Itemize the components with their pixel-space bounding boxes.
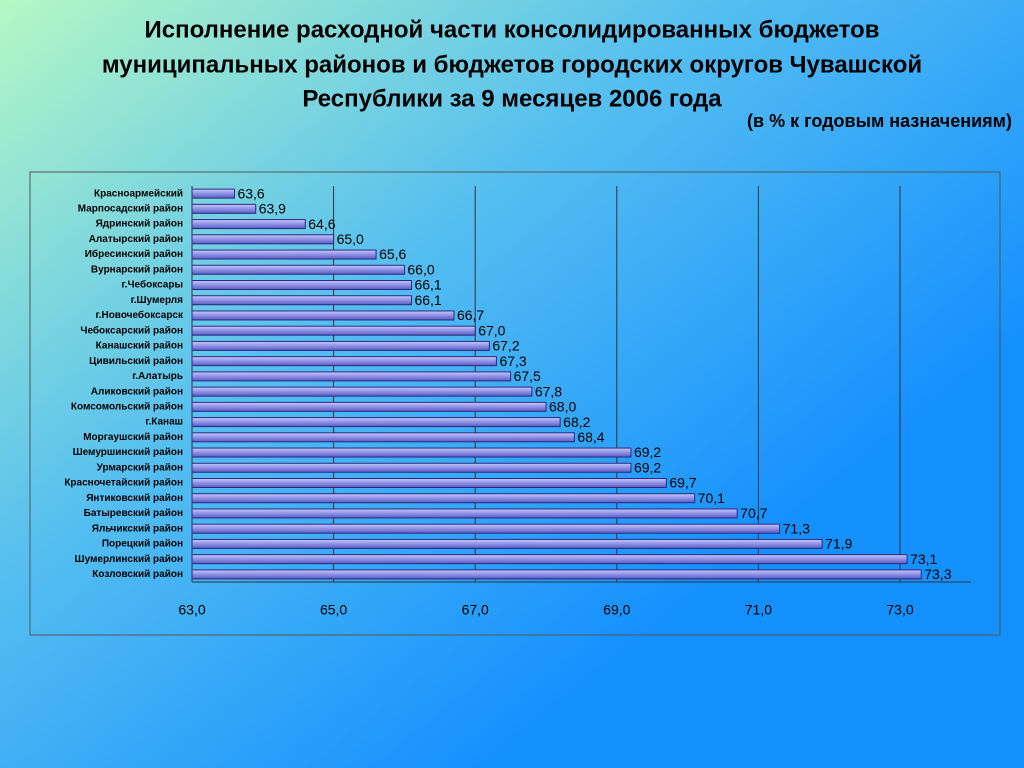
bar — [191, 203, 257, 214]
bar — [191, 538, 823, 549]
y-tick-label: Ибресинский район — [85, 248, 183, 260]
y-tick-label: Марпосадский район — [78, 203, 183, 214]
y-tick-label: Янтиковский район — [86, 493, 183, 504]
value-label: 67,3 — [499, 353, 526, 369]
bar — [191, 508, 738, 519]
chart-title: Республики за 9 месяцев 2006 года — [302, 85, 722, 112]
value-label: 68,0 — [549, 399, 576, 415]
bar — [191, 462, 632, 473]
chart-title: муниципальных районов и бюджетов городск… — [102, 51, 922, 78]
value-label: 71,3 — [783, 520, 810, 536]
bar — [191, 554, 908, 565]
y-tick-label: Шумерлинский район — [75, 554, 183, 565]
chart-subtitle: (в % к годовым назначениям) — [747, 111, 1012, 131]
value-label: 63,6 — [237, 185, 264, 201]
y-tick-label: Красночетайский район — [64, 478, 183, 489]
bar — [191, 371, 512, 382]
y-tick-label: Красноармейский — [94, 188, 183, 199]
bar — [191, 188, 235, 199]
value-label: 69,7 — [669, 475, 696, 491]
y-tick-label: Моргаушский район — [83, 432, 183, 443]
x-tick-label: 65,0 — [320, 602, 347, 618]
bar — [191, 523, 781, 534]
value-label: 67,8 — [535, 383, 562, 399]
y-tick-label: г.Чебоксары — [122, 279, 183, 291]
x-tick-label: 69,0 — [603, 602, 630, 618]
x-tick-label: 63,0 — [178, 602, 205, 618]
y-tick-label: Аликовский район — [91, 386, 183, 397]
bar — [191, 219, 306, 230]
value-label: 70,1 — [698, 490, 725, 506]
value-label: 69,2 — [634, 459, 661, 475]
bar — [191, 493, 696, 504]
y-tick-label: г.Алатырь — [132, 371, 183, 382]
y-tick-label: Яльчикский район — [92, 523, 183, 534]
bar — [191, 432, 575, 443]
bar — [191, 264, 405, 275]
bar — [191, 386, 533, 397]
bar — [191, 447, 632, 458]
x-tick-label: 73,0 — [886, 602, 913, 618]
bar — [191, 569, 922, 580]
y-tick-label: Козловский район — [92, 569, 183, 580]
value-label: 68,4 — [577, 429, 604, 445]
x-tick-label: 71,0 — [745, 602, 772, 618]
chart-title: Исполнение расходной части консолидирова… — [145, 16, 880, 43]
value-label: 65,0 — [337, 231, 364, 247]
y-tick-label: Цивильский район — [89, 356, 183, 367]
bar — [191, 478, 667, 488]
value-label: 66,7 — [457, 307, 484, 323]
value-label: 64,6 — [308, 216, 335, 232]
value-label: 71,9 — [825, 536, 852, 552]
value-label: 66,0 — [407, 261, 434, 277]
value-label: 65,6 — [379, 246, 406, 262]
value-label: 66,1 — [414, 277, 441, 293]
y-tick-label: Алатырский район — [89, 234, 183, 245]
bar — [191, 356, 497, 367]
y-tick-label: г.Шумерля — [131, 295, 184, 306]
value-label: 67,5 — [514, 368, 541, 384]
value-label: 68,2 — [563, 414, 590, 430]
value-label: 67,2 — [492, 338, 519, 354]
y-tick-label: Канашский район — [96, 341, 183, 352]
value-label: 63,9 — [259, 201, 286, 217]
value-label: 73,1 — [910, 551, 937, 567]
y-tick-label: Ядринский район — [96, 219, 183, 230]
value-label: 70,7 — [740, 505, 767, 521]
bar — [191, 234, 335, 245]
value-label: 73,3 — [924, 566, 951, 582]
y-tick-label: Порецкий район — [102, 539, 183, 550]
bar — [191, 401, 547, 412]
value-label: 66,1 — [414, 292, 441, 308]
bar — [191, 249, 377, 260]
y-tick-label: г.Канаш — [145, 417, 183, 428]
plot-area: 63,0 65,0 67,0 69,0 71,0 73,0 Красноармейский 6… — [64, 185, 971, 618]
bar — [191, 417, 561, 428]
y-tick-label: Урмарский район — [97, 462, 183, 473]
value-label: 69,2 — [634, 444, 661, 460]
bar — [191, 295, 412, 306]
bar — [191, 340, 490, 351]
y-tick-label: Чебоксарский район — [80, 324, 183, 336]
bar — [191, 325, 476, 336]
y-tick-label: г.Новочебоксарск — [96, 309, 184, 321]
y-tick-label: Батыревский район — [84, 508, 183, 519]
y-tick-label: Комсомольский район — [71, 401, 183, 412]
x-tick-label: 67,0 — [462, 602, 489, 618]
value-label: 67,0 — [478, 322, 505, 338]
y-tick-label: Шемуршинский район — [73, 447, 183, 458]
bar — [191, 310, 455, 321]
chart-frame — [29, 171, 1001, 636]
bar — [191, 280, 412, 290]
y-tick-label: Вурнарский район — [91, 264, 183, 275]
